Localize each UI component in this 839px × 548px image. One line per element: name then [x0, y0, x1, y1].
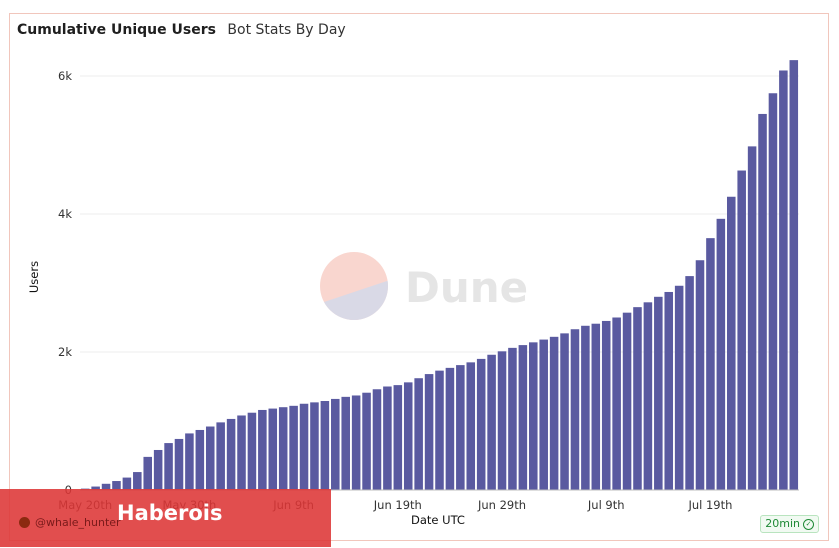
bar[interactable] [112, 481, 121, 490]
y-tick-label: 4k [58, 207, 72, 221]
bar[interactable] [372, 389, 382, 490]
bar[interactable] [341, 396, 350, 490]
bar[interactable] [487, 354, 496, 490]
bar[interactable] [268, 408, 278, 490]
bar[interactable] [622, 312, 632, 490]
bar[interactable] [549, 336, 559, 490]
bar[interactable] [174, 438, 184, 490]
bar[interactable] [466, 362, 476, 490]
bar[interactable] [789, 60, 799, 490]
bar[interactable] [768, 93, 778, 490]
bar[interactable] [695, 260, 705, 490]
bar[interactable] [195, 429, 205, 490]
bar[interactable] [216, 422, 225, 490]
bar[interactable] [299, 403, 309, 490]
bar[interactable] [654, 296, 663, 490]
avatar [19, 517, 30, 528]
bar[interactable] [685, 276, 694, 490]
x-tick-label: Jul 19th [687, 498, 732, 512]
bar[interactable] [435, 370, 444, 490]
bar[interactable] [758, 113, 767, 490]
bar[interactable] [674, 285, 684, 490]
bar[interactable] [237, 415, 246, 490]
chart-header: Cumulative Unique Users Bot Stats By Day [17, 22, 346, 38]
bar[interactable] [310, 402, 319, 490]
bar[interactable] [581, 325, 590, 490]
bar[interactable] [508, 347, 517, 490]
chart-subtitle: Bot Stats By Day [227, 22, 346, 38]
bar[interactable] [226, 418, 236, 490]
bar[interactable] [414, 378, 423, 490]
bar[interactable] [91, 486, 100, 490]
bar[interactable] [539, 339, 548, 490]
bar[interactable] [122, 477, 132, 490]
x-axis-title: Date UTC [411, 513, 465, 527]
refresh-label: 20min [765, 517, 800, 530]
y-axis-title: Users [27, 261, 41, 293]
bar[interactable] [320, 400, 330, 490]
bar[interactable] [403, 382, 413, 490]
bar[interactable] [278, 407, 288, 490]
x-tick-label: Jun 19th [373, 498, 422, 512]
bar[interactable] [706, 238, 715, 490]
watermark-text: Dune [405, 263, 528, 312]
bar[interactable] [727, 196, 736, 490]
dune-watermark: Dune [320, 252, 528, 320]
creator-overlay: @whale_hunter Haberois [0, 489, 331, 547]
bar[interactable] [351, 395, 361, 490]
bar[interactable] [779, 70, 788, 490]
bar[interactable] [560, 333, 569, 490]
creator-handle[interactable]: @whale_hunter [35, 516, 121, 529]
bar[interactable] [529, 342, 538, 490]
bar[interactable] [716, 218, 726, 490]
bar[interactable] [747, 146, 757, 490]
bar[interactable] [258, 409, 267, 490]
brand-label: Haberois [117, 501, 223, 525]
bar[interactable] [205, 426, 215, 490]
bar[interactable] [612, 317, 621, 491]
bar[interactable] [737, 170, 746, 490]
bar[interactable] [164, 443, 173, 490]
bar[interactable] [424, 374, 434, 490]
bar[interactable] [143, 456, 152, 490]
bar[interactable] [133, 472, 142, 490]
bar[interactable] [570, 329, 580, 490]
bar[interactable] [445, 367, 455, 490]
bar[interactable] [601, 320, 611, 490]
bar[interactable] [393, 385, 403, 490]
y-tick-label: 2k [58, 345, 72, 359]
bar[interactable] [497, 351, 507, 490]
bar[interactable] [247, 412, 257, 490]
bar[interactable] [331, 398, 340, 490]
check-circle-icon: ✓ [803, 518, 814, 530]
bar[interactable] [101, 483, 111, 490]
bar[interactable] [153, 449, 163, 490]
bar[interactable] [456, 365, 465, 490]
x-tick-label: Jul 9th [587, 498, 625, 512]
x-tick-label: Jun 29th [477, 498, 526, 512]
bar[interactable] [383, 386, 392, 491]
bar[interactable] [591, 323, 601, 490]
bar-series [80, 60, 799, 491]
bar[interactable] [664, 291, 674, 490]
bar[interactable] [289, 405, 298, 490]
bar[interactable] [633, 307, 642, 490]
bar[interactable] [518, 345, 528, 490]
bar[interactable] [185, 433, 194, 490]
bar[interactable] [362, 392, 371, 490]
y-tick-label: 6k [58, 69, 72, 83]
y-axis-ticks: 02k4k6k [58, 69, 72, 497]
refresh-badge[interactable]: 20min ✓ [760, 515, 819, 533]
chart-title: Cumulative Unique Users [17, 22, 216, 38]
bar[interactable] [643, 302, 653, 490]
bar[interactable] [476, 358, 486, 490]
